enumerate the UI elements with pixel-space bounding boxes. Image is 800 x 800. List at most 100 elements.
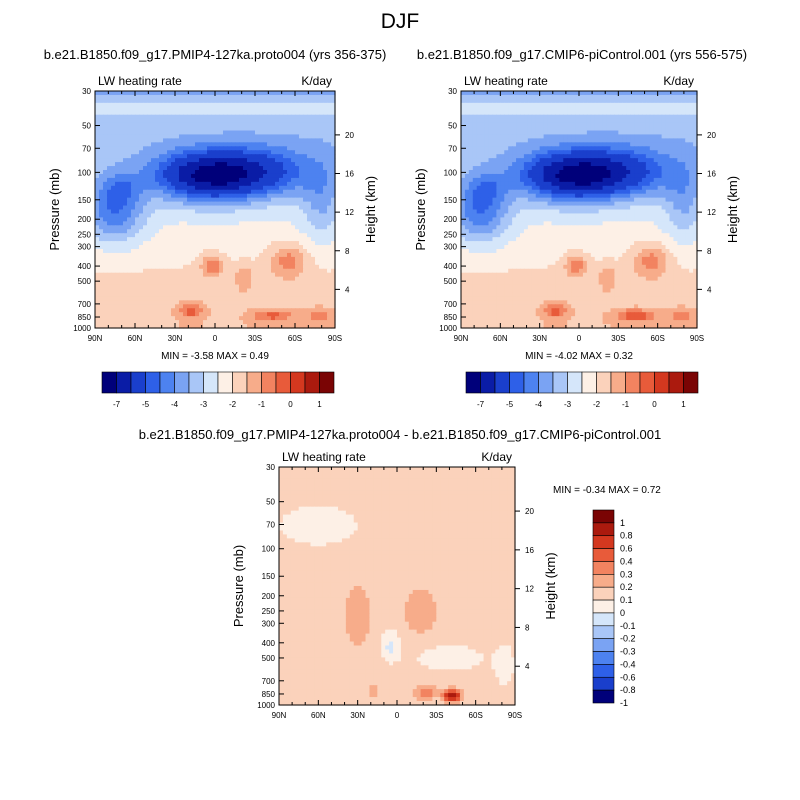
- chart-title-cmip6: b.e21.B1850.f09_g17.CMIP6-piControl.001 …: [416, 47, 748, 62]
- y2-tick-label: 12: [345, 208, 354, 217]
- y-tick-label: 200: [444, 215, 458, 224]
- colorbar-label: -5: [506, 400, 514, 409]
- y2-tick-label: 12: [525, 585, 534, 594]
- colorbar-swatch: [592, 548, 615, 562]
- colorbar-swatch: [592, 664, 615, 678]
- colorbar-label: 0: [620, 608, 625, 618]
- y2-tick-label: 20: [345, 131, 354, 140]
- colorbar-label: -0.3: [620, 647, 636, 657]
- y-tick-label: 50: [266, 498, 275, 507]
- x-tick-label: 30N: [532, 334, 547, 343]
- y-tick-label: 100: [78, 168, 92, 177]
- colorbar-swatch: [592, 676, 615, 691]
- colorbar-swatch: [625, 371, 641, 394]
- colorbar-swatch: [275, 371, 291, 394]
- x-tick-label: 60N: [493, 334, 508, 343]
- y-tick-label: 850: [78, 313, 92, 322]
- colorbar-label: 0: [652, 400, 657, 409]
- y-tick-label: 150: [78, 196, 92, 205]
- x-tick-label: 90N: [88, 334, 103, 343]
- colorbar-swatch: [523, 371, 539, 394]
- colorbar-swatch: [188, 371, 204, 394]
- colorbar-label: -7: [113, 400, 121, 409]
- colorbar-swatch: [592, 638, 615, 652]
- y2-tick-label: 4: [707, 285, 712, 294]
- colorbar-swatch: [592, 625, 615, 639]
- x-tick-label: 90N: [272, 711, 287, 720]
- x-tick-label: 60S: [288, 334, 302, 343]
- colorbar-swatch: [480, 371, 496, 394]
- colorbar-swatch: [592, 574, 615, 588]
- y-tick-label: 50: [82, 122, 91, 131]
- y-tick-label: 500: [78, 277, 92, 286]
- colorbar-swatch: [159, 371, 175, 394]
- y-tick-label: 300: [262, 619, 276, 628]
- page-title: DJF: [380, 10, 420, 33]
- colorbar-label: 0.2: [620, 582, 633, 592]
- colorbar-label: -4: [535, 400, 543, 409]
- colorbar-swatch: [290, 371, 306, 394]
- y-tick-label: 100: [262, 545, 276, 554]
- y2-tick-label: 16: [707, 170, 716, 179]
- y-tick-label: 30: [82, 87, 91, 96]
- x-tick-label: 0: [577, 334, 582, 343]
- var-label: LW heating rate: [98, 74, 182, 88]
- colorbar-cmip6: -7 -5 -4 -3 -2 -1 0 1: [465, 371, 699, 409]
- y-tick-label: 30: [448, 87, 457, 96]
- y-tick-label: 200: [78, 215, 92, 224]
- colorbar-label: -0.1: [620, 621, 636, 631]
- colorbar-label: 1: [620, 518, 625, 528]
- y-tick-label: 700: [444, 300, 458, 309]
- colorbar-diff: 1 0.8 0.6 0.4 0.3 0.2 0.1 0 -0.1 -0.2 -0.3 -0.4 -0.6…: [592, 509, 636, 708]
- var-label: LW heating rate: [282, 450, 366, 464]
- colorbar-swatch: [145, 371, 161, 394]
- y-tick-label: 70: [448, 144, 457, 153]
- colorbar-label: 1: [681, 400, 686, 409]
- colorbar-label: -1: [258, 400, 266, 409]
- min-max-label: MIN = -4.02 MAX = 0.32: [525, 351, 633, 362]
- chart-title-difference: b.e21.B1850.f09_g17.PMIP4-127ka.proto004…: [138, 427, 662, 442]
- colorbar-swatch: [465, 371, 481, 394]
- y-tick-label: 250: [444, 230, 458, 239]
- colorbar-swatch: [203, 371, 219, 394]
- colorbar-label: -2: [229, 400, 237, 409]
- colorbar-swatch: [232, 371, 248, 394]
- colorbar-label: 0.4: [620, 556, 633, 566]
- y-tick-label: 250: [262, 607, 276, 616]
- var-label: LW heating rate: [464, 74, 548, 88]
- unit-label: K/day: [663, 74, 694, 88]
- chart-panel-cmip6: LW heating rate K/day 90N 60N 30N 0 30S 60S 90S 3…: [413, 74, 740, 409]
- y2-tick-label: 20: [707, 131, 716, 140]
- min-max-label: MIN = -0.34 MAX = 0.72: [553, 485, 661, 496]
- y2-tick-label: 4: [345, 285, 350, 294]
- colorbar-label: -5: [142, 400, 150, 409]
- y-tick-label: 300: [78, 243, 92, 252]
- y-tick-label: 1000: [73, 324, 91, 333]
- y-tick-label: 30: [266, 463, 275, 472]
- colorbar-swatch: [639, 371, 655, 394]
- colorbar-swatch: [494, 371, 510, 394]
- x-tick-label: 0: [213, 334, 218, 343]
- y-tick-label: 70: [266, 521, 275, 530]
- colorbar-label: -3: [564, 400, 572, 409]
- chart-panel-pmip4: LW heating rate K/day 90N 60N 30N 0 30S 60S 90S 3…: [47, 74, 378, 409]
- x-tick-label: 30S: [248, 334, 262, 343]
- colorbar-swatch: [592, 586, 615, 601]
- y-tick-label: 1000: [439, 324, 457, 333]
- colorbar-swatch: [592, 612, 615, 627]
- colorbar-label: 0.8: [620, 531, 633, 541]
- x-tick-label: 30N: [168, 334, 183, 343]
- colorbar-pmip4: -7 -5 -4 -3 -2 -1 0 1: [101, 371, 335, 409]
- colorbar-swatch: [538, 371, 554, 394]
- y-tick-label: 400: [78, 262, 92, 271]
- y2-tick-label: 8: [707, 247, 712, 256]
- y-tick-label: 50: [448, 122, 457, 131]
- y-tick-label: 200: [262, 592, 276, 601]
- colorbar-label: -0.6: [620, 672, 636, 682]
- colorbar-swatch: [592, 535, 615, 549]
- colorbar-label: -0.8: [620, 685, 636, 695]
- y-axis-label: Pressure (mb): [413, 168, 428, 250]
- colorbar-label: 0.1: [620, 595, 633, 605]
- y-axis-label: Pressure (mb): [47, 168, 62, 250]
- colorbar-label: -0.4: [620, 659, 636, 669]
